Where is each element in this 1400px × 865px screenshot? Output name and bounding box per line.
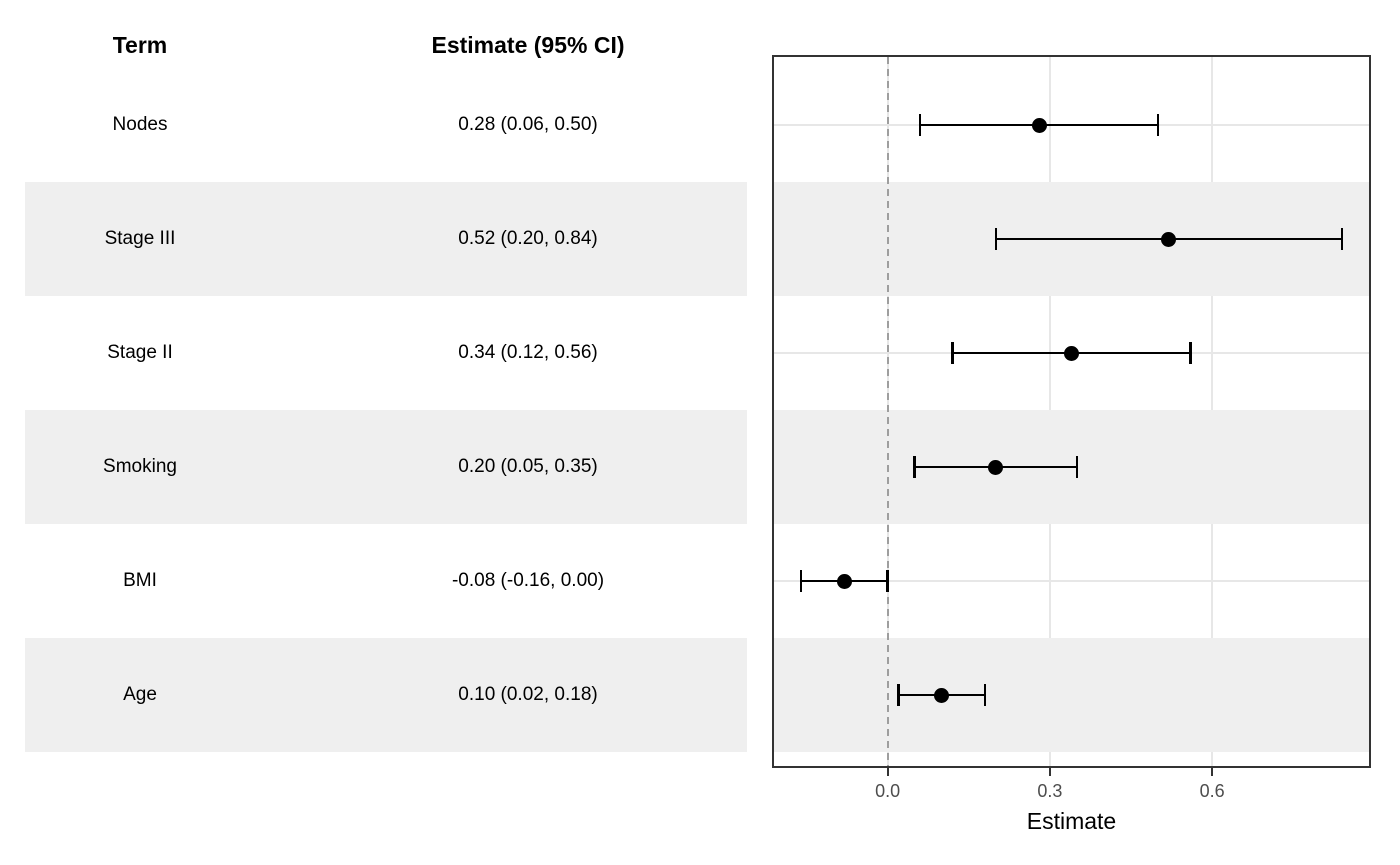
term-label: Nodes [112,114,168,135]
estimate-point [836,573,852,589]
ci-cap-low [913,456,916,478]
estimate-ci-label: 0.10 (0.02, 0.18) [458,684,598,705]
estimate-column-header: Estimate (95% CI) [431,31,625,58]
axis-tick-label: 0.6 [1199,780,1225,801]
estimate-ci-label: 0.20 (0.05, 0.35) [458,456,598,477]
ci-cap-high [1075,456,1079,478]
axis-tick [886,768,889,776]
axis-tick [1048,768,1051,776]
table-row: Stage II 0.34 (0.12, 0.56) [25,296,747,410]
term-label: Stage III [104,228,176,249]
estimate-ci-label: -0.08 (-0.16, 0.00) [451,570,605,591]
zero-reference-line [886,57,889,766]
table-row: Nodes 0.28 (0.06, 0.50) [25,68,747,182]
ci-cap-high [1340,228,1344,250]
row-stripe [774,638,1369,752]
ci-cap-high [1156,114,1160,136]
table-row: BMI -0.08 (-0.16, 0.00) [25,524,747,638]
term-label: Age [123,684,157,705]
term-label: Stage II [107,342,173,363]
estimate-ci-label: 0.52 (0.20, 0.84) [458,228,598,249]
table-row: Stage III 0.52 (0.20, 0.84) [25,182,747,296]
axis-tick [1211,768,1214,776]
ci-cap-low [994,228,998,250]
estimate-ci-label: 0.28 (0.06, 0.50) [458,114,598,135]
estimate-point [1064,345,1079,361]
table-row: Age 0.10 (0.02, 0.18) [25,638,747,752]
ci-cap-low [799,570,803,592]
term-column-header: Term [112,31,168,58]
estimate-point [934,687,950,703]
plot-panel [772,55,1371,768]
term-label: BMI [123,570,157,591]
x-axis-title: Estimate [1026,807,1117,834]
ci-cap-high [1189,342,1192,364]
estimate-point [1031,117,1047,133]
estimate-point [1161,231,1177,247]
ci-cap-low [951,342,954,364]
table-row: Smoking 0.20 (0.05, 0.35) [25,410,747,524]
axis-tick-label: 0.3 [1037,780,1063,801]
ci-cap-high [886,570,889,592]
axis-tick-label: 0.0 [875,780,901,801]
ci-cap-high [983,684,987,706]
gridline-horizontal [774,580,1369,582]
estimate-point [988,459,1004,475]
estimate-ci-label: 0.34 (0.12, 0.56) [458,342,598,363]
ci-cap-low [918,114,922,136]
term-label: Smoking [103,456,177,477]
ci-cap-low [897,684,900,706]
